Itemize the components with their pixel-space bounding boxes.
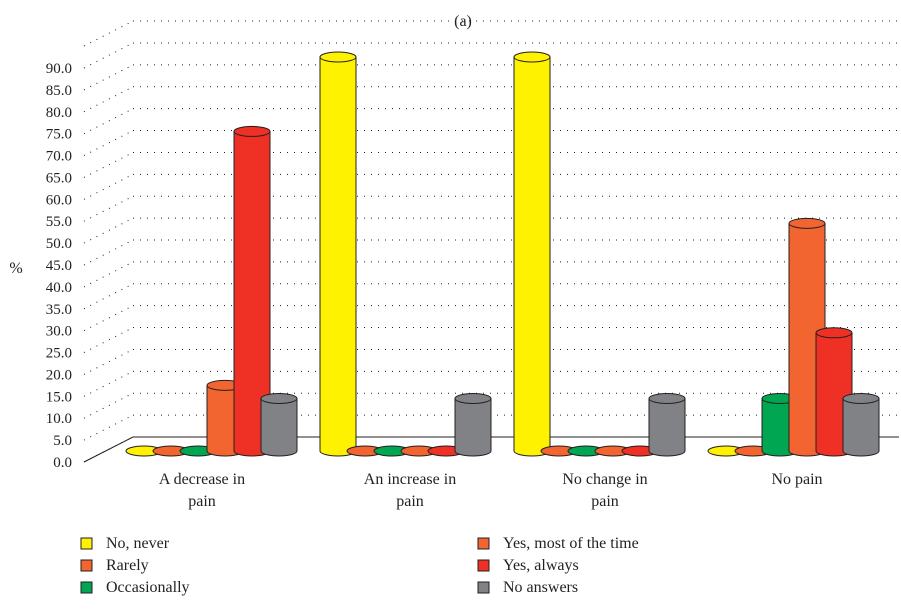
bar-top (788, 217, 826, 229)
grid-line-left-wall (83, 130, 134, 157)
grid-line-left-wall (83, 327, 134, 354)
legend-item: No, never (80, 535, 170, 552)
bar-body (260, 397, 298, 457)
grid-line-left-wall (83, 392, 134, 419)
grid-line-left-wall (83, 108, 134, 135)
y-tick-label: 5.0 (53, 433, 72, 449)
grid-line-left-wall (83, 283, 134, 310)
grid-line-left-wall (83, 348, 134, 375)
legend-item: Rarely (80, 557, 149, 574)
legend-label: No answers (503, 579, 578, 596)
grid-line-left-wall (83, 239, 134, 266)
legend-swatch (477, 537, 490, 550)
y-tick-label: 10.0 (46, 411, 72, 427)
grid-line-left-wall (83, 414, 134, 441)
grid-line-left-wall (83, 86, 134, 113)
bar (513, 51, 551, 457)
floor-edge-left (83, 436, 134, 463)
y-tick-label: 20.0 (46, 367, 72, 383)
y-tick-label: 45.0 (46, 258, 72, 274)
bar-top (648, 392, 686, 404)
legend-swatch (477, 559, 490, 572)
legend-swatch (477, 581, 490, 594)
y-tick-label: 55.0 (46, 214, 72, 230)
bar-top (513, 51, 551, 63)
legend-item: Yes, most of the time (477, 535, 639, 552)
y-tick-label: 25.0 (46, 346, 72, 362)
y-tick-label: 70.0 (46, 149, 72, 165)
bar-body (513, 56, 551, 457)
y-tick-label: 65.0 (46, 170, 72, 186)
legend-swatch (80, 581, 93, 594)
x-tick-label: pain (396, 493, 424, 510)
y-tick-label: 35.0 (46, 302, 72, 318)
bar-body (648, 397, 686, 457)
x-tick-label: An increase in (364, 471, 456, 488)
legend-label: Occasionally (106, 579, 190, 596)
bar-top (815, 327, 853, 339)
grid-line-left-wall (83, 370, 134, 397)
grid-line-left-wall (83, 305, 134, 332)
grid-line-left-wall (83, 195, 134, 222)
grid-line-left-wall (83, 151, 134, 178)
x-tick-label: A decrease in (159, 471, 245, 488)
x-tick-labels: A decrease in pain An increase in pain No ch… (159, 471, 823, 510)
grid-line-left-wall (83, 64, 134, 91)
bar (319, 51, 357, 457)
legend-swatch (80, 537, 93, 550)
y-tick-label: 40.0 (46, 280, 72, 296)
x-tick-label: pain (188, 493, 216, 510)
y-tick-label: 50.0 (46, 236, 72, 252)
bar-top (842, 392, 880, 404)
legend-label: Rarely (106, 557, 149, 574)
y-tick-labels: 0.0 5.0 10.0 15.0 20.0 25.0 30.0 35.0 40.0 45.0 50… (46, 61, 72, 471)
x-tick-label: No change in (562, 471, 647, 488)
grid-line-left-wall (83, 261, 134, 288)
bar-top (454, 392, 492, 404)
legend-label: No, never (106, 535, 170, 552)
bar (454, 392, 492, 457)
bars (125, 51, 880, 457)
bar-top (233, 125, 271, 137)
y-tick-label: 15.0 (46, 389, 72, 405)
x-tick-label: pain (591, 493, 619, 510)
legend-item: Yes, always (477, 557, 579, 574)
grid-line-left-wall (83, 20, 134, 47)
grid-line-left-wall (83, 173, 134, 200)
legend-label: Yes, always (503, 557, 579, 574)
x-tick-label: No pain (771, 471, 822, 488)
legend: No, never Yes, most of the time Rarely Yes,… (80, 535, 639, 596)
grid-line-left-wall (83, 217, 134, 244)
bar-top (319, 51, 357, 63)
legend-item: Occasionally (80, 579, 190, 596)
bar-body (319, 56, 357, 457)
bar-body (842, 397, 880, 457)
bar (260, 392, 298, 457)
legend-label: Yes, most of the time (503, 535, 639, 552)
y-tick-label: 85.0 (46, 83, 72, 99)
y-tick-label: 60.0 (46, 192, 72, 208)
bar-body (454, 397, 492, 457)
bar (648, 392, 686, 457)
legend-swatch (80, 559, 93, 572)
y-tick-label: 75.0 (46, 127, 72, 143)
y-tick-label: 30.0 (46, 324, 72, 340)
y-tick-label: 0.0 (53, 455, 72, 471)
grid-line-left-wall (83, 42, 134, 69)
legend-item: No answers (477, 579, 578, 596)
y-axis-label: % (9, 260, 22, 277)
y-tick-label: 80.0 (46, 105, 72, 121)
bar-top (260, 392, 298, 404)
y-tick-label: 90.0 (46, 61, 72, 77)
bar (842, 392, 880, 457)
